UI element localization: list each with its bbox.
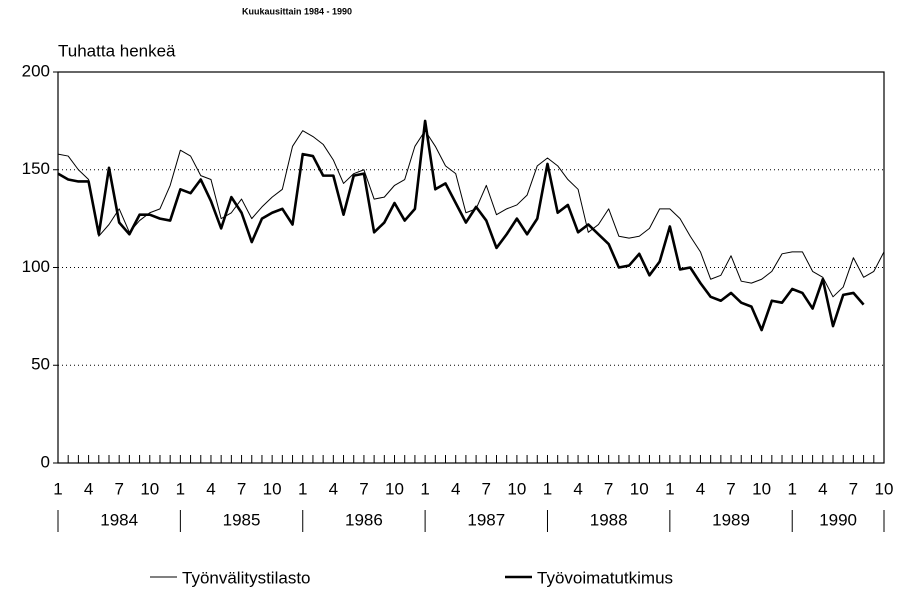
x-tick-label: 7: [849, 479, 858, 498]
x-tick-label: 4: [696, 479, 705, 498]
x-tick-label: 1: [787, 479, 796, 498]
x-tick-label: 4: [573, 479, 582, 498]
x-tick-label: 10: [140, 479, 159, 498]
year-label: 1985: [223, 510, 261, 529]
x-tick-label: 10: [263, 479, 282, 498]
x-tick-label: 7: [482, 479, 491, 498]
x-tick-label: 4: [84, 479, 93, 498]
year-label: 1988: [590, 510, 628, 529]
x-tick-label: 1: [298, 479, 307, 498]
x-tick-label: 4: [206, 479, 215, 498]
y-tick-label: 50: [31, 355, 50, 374]
year-label: 1990: [819, 510, 857, 529]
year-label: 1984: [100, 510, 138, 529]
x-tick-label: 4: [451, 479, 460, 498]
x-tick-label: 1: [543, 479, 552, 498]
x-tick-label: 7: [114, 479, 123, 498]
x-tick-label: 7: [726, 479, 735, 498]
year-label: 1989: [712, 510, 750, 529]
y-tick-label: 200: [22, 61, 50, 80]
x-tick-label: 1: [176, 479, 185, 498]
x-tick-label: 7: [604, 479, 613, 498]
y-tick-label: 150: [22, 159, 50, 178]
x-tick-label: 10: [752, 479, 771, 498]
x-tick-label: 4: [818, 479, 827, 498]
y-tick-label: 100: [22, 257, 50, 276]
y-tick-label: 0: [41, 452, 50, 471]
x-tick-label: 10: [630, 479, 649, 498]
x-tick-label: 10: [875, 479, 894, 498]
x-tick-label: 1: [420, 479, 429, 498]
legend-label: Työvoimatutkimus: [537, 568, 673, 587]
x-tick-label: 7: [237, 479, 246, 498]
x-tick-label: 7: [359, 479, 368, 498]
x-tick-label: 1: [665, 479, 674, 498]
chart-subtitle: Kuukausittain 1984 - 1990: [242, 6, 352, 16]
line-series: [57, 130, 885, 298]
x-tick-label: 10: [385, 479, 404, 498]
x-tick-label: 1: [53, 479, 62, 498]
year-label: 1986: [345, 510, 383, 529]
year-label: 1987: [467, 510, 505, 529]
x-tick-label: 4: [329, 479, 338, 498]
legend-label: Työnvälitystilasto: [182, 568, 311, 587]
line-series: [57, 119, 865, 332]
y-axis-label: Tuhatta henkeä: [58, 41, 176, 60]
x-tick-label: 10: [507, 479, 526, 498]
